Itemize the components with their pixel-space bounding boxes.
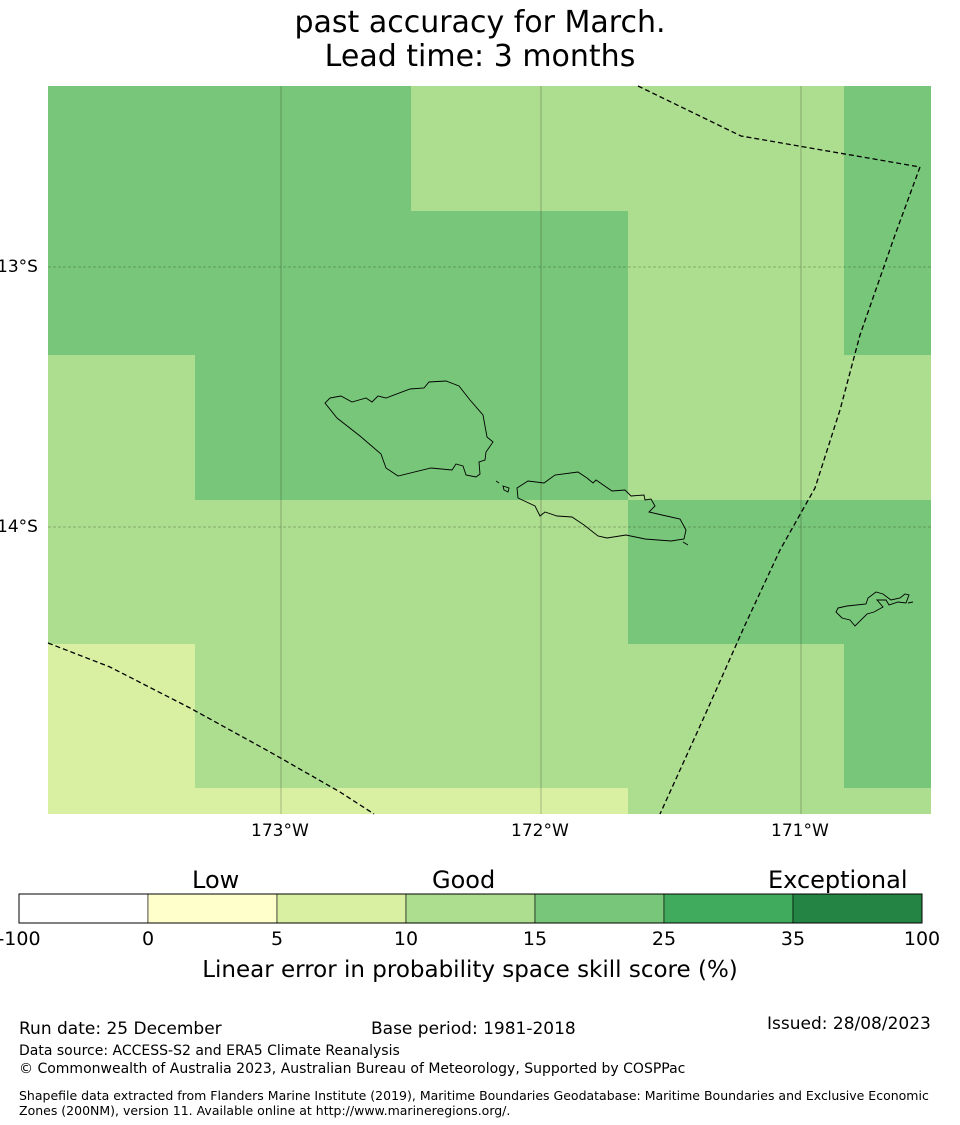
colorbar-segment	[276, 893, 407, 924]
colorbar-segment	[147, 893, 278, 924]
eez-boundaries	[47, 85, 921, 815]
manono-islet	[502, 485, 510, 493]
colorbar-segment	[405, 893, 536, 924]
colorbar-tick: 100	[903, 928, 941, 950]
skill-cell	[844, 644, 931, 788]
upolu-east-tip	[682, 541, 689, 546]
skill-grid	[48, 86, 931, 814]
eez-boundary-southwest	[47, 642, 375, 815]
colorbar-tick: 10	[393, 928, 419, 950]
lon-label-171w: 171°W	[771, 821, 829, 841]
colorbar-segment	[534, 893, 665, 924]
colorbar-segment	[663, 893, 794, 924]
skill-cell	[628, 500, 931, 644]
coastlines	[324, 380, 914, 627]
eez-boundary-east	[659, 166, 921, 815]
data-source: Data source: ACCESS-S2 and ERA5 Climate …	[19, 1043, 400, 1059]
upolu-island	[516, 471, 687, 542]
skill-cell	[195, 355, 628, 500]
colorbar-tick: 25	[651, 928, 677, 950]
colorbar-tick: 35	[780, 928, 806, 950]
skill-cell	[195, 788, 628, 814]
apolima-islet	[495, 480, 500, 484]
eez-boundary-north	[637, 85, 921, 168]
colorbar-segment	[18, 893, 149, 924]
tutuila-island	[835, 591, 910, 627]
skill-cell	[48, 644, 195, 814]
issued-date: Issued: 28/08/2023	[767, 1014, 931, 1034]
copyright: © Commonwealth of Australia 2023, Austra…	[19, 1061, 686, 1077]
colorbar-tick: -100	[0, 928, 41, 950]
run-date: Run date: 25 December	[19, 1019, 222, 1039]
lat-label-13s: 13°S	[0, 257, 38, 277]
lat-label-14s: 14°S	[0, 517, 38, 537]
skill-cell	[48, 211, 628, 355]
colorbar-tick: 5	[270, 928, 284, 950]
map-title-line1: past accuracy for March.	[294, 5, 666, 40]
colorbar-category-good: Good	[432, 866, 496, 894]
colorbar-outline	[18, 893, 923, 924]
graticule	[48, 86, 931, 814]
aunuu-islet	[907, 601, 914, 604]
colorbar-tick: 0	[141, 928, 155, 950]
base-period: Base period: 1981-2018	[371, 1019, 576, 1039]
lon-label-173w: 173°W	[251, 821, 309, 841]
colorbar-segment	[792, 893, 923, 924]
colorbar-category-exceptional: Exceptional	[768, 866, 908, 894]
colorbar-tick: 15	[522, 928, 548, 950]
map-title-line2: Lead time: 3 months	[324, 39, 636, 74]
lon-label-172w: 172°W	[511, 821, 569, 841]
colorbar	[18, 893, 923, 924]
colorbar-category-low: Low	[192, 866, 240, 894]
savaii-island	[324, 380, 494, 478]
shapefile-note: Shapefile data extracted from Flanders M…	[19, 1088, 929, 1118]
colorbar-axis-label: Linear error in probability space skill …	[202, 957, 738, 983]
skill-cell	[844, 86, 931, 355]
